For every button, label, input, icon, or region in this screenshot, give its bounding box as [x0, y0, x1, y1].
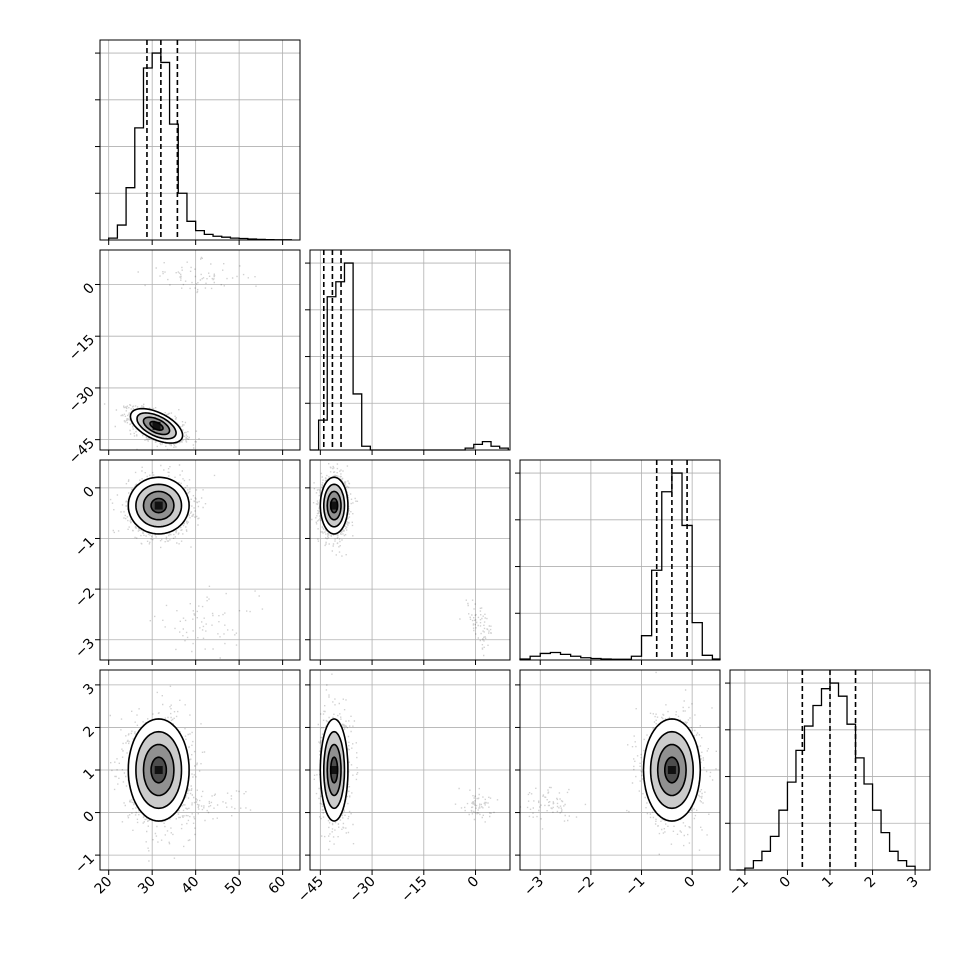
scatter-points: [103, 256, 257, 450]
y-tick-label: 0: [80, 808, 98, 826]
contour-line: [129, 407, 184, 444]
contour-line: [319, 476, 349, 535]
y-tick-label: −45: [66, 435, 98, 467]
y-tick-label: 1: [80, 766, 98, 784]
y-tick-label: 2: [80, 723, 98, 741]
contour-line: [326, 490, 342, 521]
sample-dots: [103, 256, 257, 450]
scatter-0-2-frame: [99, 459, 301, 661]
density-peak: [154, 766, 163, 774]
x-tick-label: 40: [179, 874, 203, 898]
x-tick-label: 3: [904, 874, 922, 892]
sample-dots: [520, 671, 719, 855]
density-peak: [152, 421, 161, 430]
x-tick-label: −30: [347, 874, 379, 906]
x-tick-label: −1: [622, 874, 648, 900]
x-tick-label: 0: [777, 874, 795, 892]
contour-line: [656, 743, 687, 797]
histogram-panel-3: −1 0 1 2 3: [725, 669, 931, 900]
scatter-panel-0-2: −3 −2 −1 0: [72, 459, 301, 665]
x-tick-label: 1: [819, 874, 837, 892]
contour-line: [135, 730, 183, 810]
x-tick-label: −1: [726, 874, 752, 900]
scatter-1-2-frame: [309, 459, 511, 661]
histogram-1-frame: [309, 249, 511, 451]
density-peak: [330, 501, 339, 510]
y-tick-label: 0: [80, 280, 98, 298]
contour-line: [127, 476, 190, 535]
x-tick-label: 30: [135, 874, 159, 898]
contour-line: [142, 743, 175, 797]
contour-line: [142, 490, 175, 521]
contour-line: [135, 483, 183, 528]
density-peak: [667, 766, 676, 774]
scatter-panel-1-2: [305, 459, 511, 665]
contour-line: [329, 756, 339, 784]
histogram-2-frame: [519, 459, 721, 661]
histogram-3-frame: [729, 669, 931, 871]
x-tick-label: 0: [465, 874, 483, 892]
y-tick-label: −15: [66, 332, 98, 364]
histogram-panel-1: [305, 249, 511, 455]
contour-line: [323, 483, 346, 528]
y-tick-label: −30: [66, 384, 98, 416]
histogram-panel-2: [515, 459, 721, 665]
contour-line: [150, 756, 168, 784]
contour-line: [149, 420, 164, 431]
scatter-points: [520, 671, 719, 855]
scatter-0-1-frame: [99, 249, 301, 451]
scatter-1-3-frame: [309, 669, 511, 871]
y-tick-label: −1: [72, 851, 98, 877]
histogram-0-frame: [99, 39, 301, 241]
histogram-step: [108, 52, 292, 241]
contour-line: [329, 497, 339, 514]
density-peak: [330, 766, 339, 774]
contour-line: [664, 756, 680, 784]
contour-line: [319, 718, 349, 822]
contour-line: [142, 416, 171, 436]
x-tick-label: −45: [295, 874, 327, 906]
histogram-step: [519, 472, 721, 660]
scatter-panel-1-3: −45 −30 −15 0: [295, 669, 511, 906]
density-peak: [154, 501, 163, 510]
histogram-panel-0: [95, 39, 301, 245]
scatter-panel-0-1: −45 −30 −15 0: [66, 249, 301, 468]
y-tick-label: −2: [72, 585, 98, 611]
x-tick-label: 60: [266, 874, 290, 898]
contour-line: [136, 412, 177, 440]
scatter-0-3-frame: [99, 669, 301, 871]
contour-line: [150, 497, 168, 514]
y-tick-label: −1: [72, 534, 98, 560]
contour-line: [649, 730, 695, 810]
contour-line: [323, 730, 346, 810]
x-tick-label: 2: [862, 874, 880, 892]
contour-line: [127, 718, 190, 822]
x-tick-label: −15: [398, 874, 430, 906]
y-tick-label: −3: [72, 636, 98, 662]
scatter-panel-0-3: 20 30 40 50 60 −1 0 1 2 3: [72, 669, 301, 898]
x-tick-label: −2: [572, 874, 598, 900]
x-tick-label: −3: [521, 874, 547, 900]
y-tick-label: 0: [80, 484, 98, 502]
contour-line: [642, 718, 702, 822]
scatter-panel-2-3: −3 −2 −1 0: [515, 669, 721, 900]
contour-line: [326, 743, 342, 797]
y-tick-label: 3: [80, 681, 98, 699]
x-tick-label: 50: [222, 874, 246, 898]
x-tick-label: 0: [681, 874, 699, 892]
scatter-2-3-frame: [519, 669, 721, 871]
x-tick-label: 20: [92, 874, 116, 898]
